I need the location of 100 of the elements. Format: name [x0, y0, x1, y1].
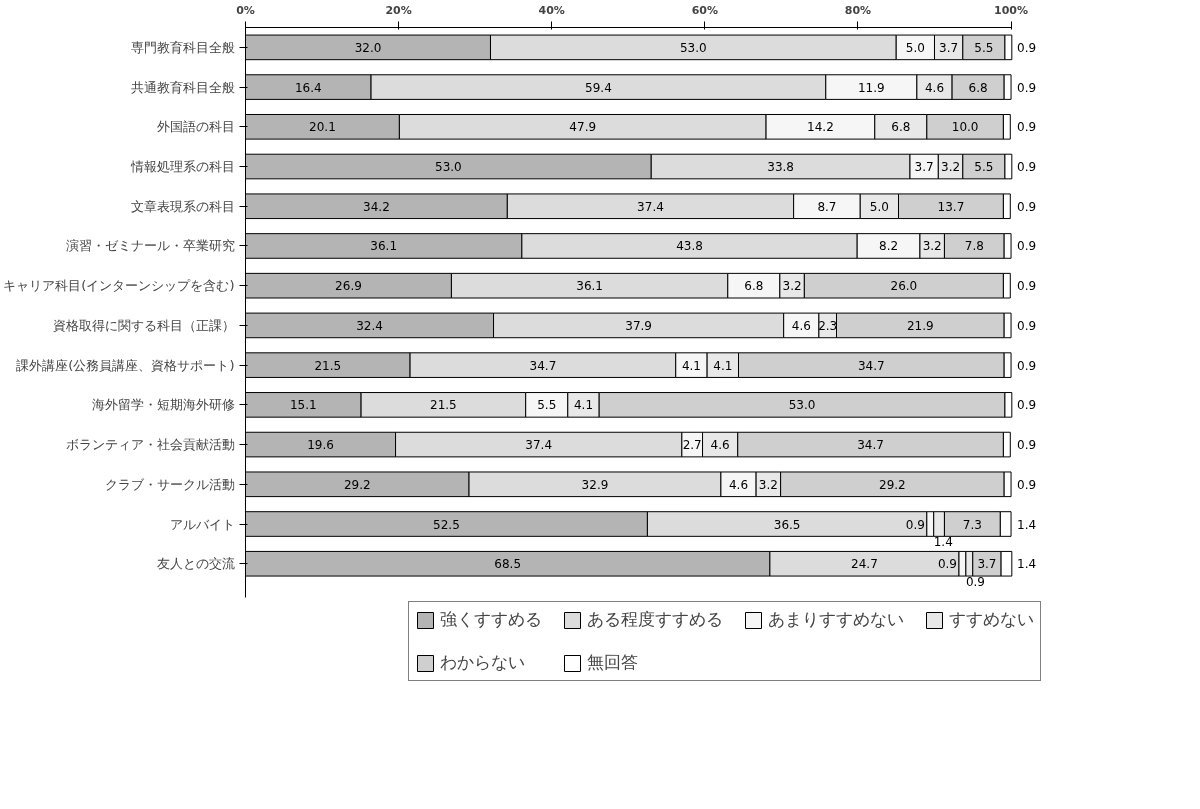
data-label: 6.8: [891, 120, 911, 135]
y-tick-label: ボランティア・社会貢献活動: [65, 437, 235, 453]
data-label: 0.9: [1017, 318, 1037, 333]
data-label: 53.0: [435, 160, 462, 175]
data-label: 3.2: [941, 160, 961, 175]
data-label: 0.9: [1017, 239, 1037, 254]
data-label: 37.4: [525, 438, 553, 453]
data-label: 37.9: [625, 318, 652, 333]
data-label: 15.1: [289, 398, 317, 413]
y-tick-label: キャリア科目(インターンシップを含む): [3, 278, 235, 294]
data-label: 0.9: [937, 557, 957, 572]
data-label: 4.6: [710, 438, 730, 453]
data-label: 5.5: [974, 160, 994, 175]
data-label: 0.9: [1017, 279, 1037, 294]
data-label: 32.4: [356, 318, 383, 333]
data-label: 26.9: [335, 279, 362, 294]
data-label: 32.0: [354, 40, 382, 55]
data-label: 59.4: [585, 80, 612, 95]
data-label: 36.1: [576, 279, 603, 294]
data-label: 4.6: [791, 318, 811, 333]
data-label: 34.7: [529, 358, 557, 373]
x-tick-label: 40%: [538, 3, 565, 17]
y-tick-label: 外国語の科目: [156, 119, 235, 135]
data-label: 68.5: [494, 557, 522, 572]
data-label: 0.9: [905, 517, 925, 532]
y-tick-label: アルバイト: [169, 516, 235, 532]
data-label: 2.3: [818, 318, 838, 333]
legend-label: ある程度すすめる: [587, 608, 723, 631]
data-label: 5.5: [974, 40, 994, 55]
data-label: 19.6: [307, 438, 334, 453]
data-label: 7.3: [962, 517, 982, 532]
data-label: 5.0: [905, 40, 925, 55]
data-label: 10.0: [951, 120, 979, 135]
y-tick-label: 文章表現系の科目: [130, 198, 235, 214]
y-tick-label: 海外留学・短期海外研修: [91, 397, 235, 413]
data-label: 37.4: [637, 199, 664, 214]
data-label: 3.2: [922, 239, 942, 254]
data-label: 0.9: [1017, 40, 1037, 55]
data-label: 5.0: [869, 199, 889, 214]
data-label: 34.7: [857, 438, 884, 453]
data-label: 0.9: [1017, 477, 1037, 492]
data-label: 36.5: [773, 517, 801, 532]
y-tick-label: 資格取得に関する科目（正課）: [52, 317, 235, 333]
legend-label: 無回答: [587, 651, 638, 674]
x-tick-label: 20%: [385, 3, 412, 17]
data-label: 6.8: [744, 279, 764, 294]
data-label: 4.1: [681, 358, 701, 373]
data-label: 3.7: [977, 557, 997, 572]
data-label: 0.9: [1017, 160, 1037, 175]
y-tick-label: 演習・ゼミナール・卒業研究: [65, 238, 235, 254]
data-label: 0.9: [1017, 80, 1037, 95]
legend-label: わからない: [440, 651, 525, 674]
data-label: 3.2: [758, 477, 778, 492]
data-label: 0.9: [1017, 199, 1037, 214]
y-tick-label: 情報処理系の科目: [129, 159, 235, 175]
data-label: 32.9: [581, 477, 609, 492]
data-label: 24.7: [851, 557, 878, 572]
x-tick-label: 0%: [236, 3, 255, 17]
data-label: 7.8: [964, 239, 984, 254]
data-label: 20.1: [309, 120, 336, 135]
data-label: 8.7: [817, 199, 837, 214]
x-tick-label: 60%: [691, 3, 719, 17]
x-tick-label: 100%: [994, 3, 1029, 17]
data-label: 21.5: [314, 358, 342, 373]
y-tick-label: 友人との交流: [156, 556, 235, 572]
data-label: 36.1: [370, 239, 398, 254]
data-label: 4.1: [713, 358, 733, 373]
legend-label: あまりすすめない: [768, 608, 904, 631]
data-label: 1.4: [933, 535, 953, 550]
legend-label: 強くすすめる: [440, 608, 542, 631]
data-label: 0.9: [1017, 438, 1037, 453]
data-label: 3.7: [914, 160, 934, 175]
data-label: 26.0: [890, 279, 918, 294]
y-tick-label: 専門教育科目全般: [130, 39, 235, 55]
data-label: 13.7: [937, 199, 965, 214]
data-label: 53.0: [679, 40, 707, 55]
data-label: 8.2: [879, 239, 899, 254]
data-label: 4.6: [924, 80, 945, 95]
data-label: 6.8: [968, 80, 988, 95]
data-label: 0.9: [1017, 120, 1037, 135]
data-label: 3.2: [782, 279, 802, 294]
data-label: 5.5: [537, 398, 557, 413]
y-tick-label: 課外講座(公務員講座、資格サポート): [16, 357, 235, 373]
data-label: 4.1: [573, 398, 594, 413]
y-tick-label: 共通教育科目全般: [130, 79, 235, 95]
data-label: 29.2: [343, 477, 371, 492]
data-label: 53.0: [788, 398, 816, 413]
data-label: 47.9: [569, 120, 597, 135]
data-label: 33.8: [767, 160, 794, 175]
data-label: 1.4: [1017, 557, 1037, 572]
data-label: 2.7: [682, 438, 702, 453]
data-label: 16.4: [294, 80, 322, 95]
data-label: 21.9: [906, 318, 934, 333]
y-tick-label: クラブ・サークル活動: [104, 476, 235, 492]
legend-label: すすめない: [949, 608, 1034, 631]
data-label: 0.9: [965, 574, 985, 589]
data-label: 34.2: [363, 199, 390, 214]
data-label: 3.7: [939, 40, 959, 55]
data-label: 21.5: [430, 398, 457, 413]
data-label: 34.7: [857, 358, 885, 373]
